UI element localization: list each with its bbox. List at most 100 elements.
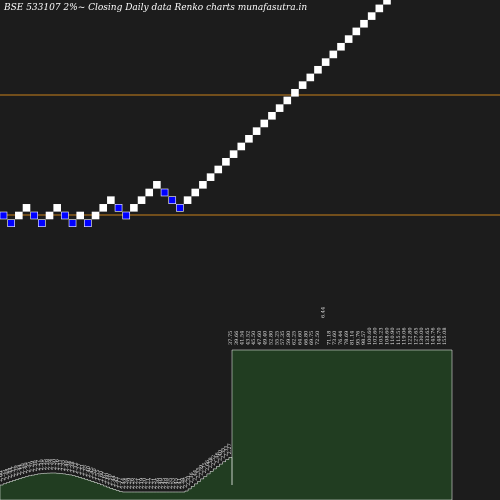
renko-brick-down	[0, 211, 8, 220]
volume-label: 2.66	[205, 460, 211, 471]
volume-label: 2.31	[58, 459, 64, 470]
volume-label: 2.34	[67, 461, 73, 472]
volume-label: 45.50	[251, 331, 257, 345]
renko-brick-up	[53, 204, 61, 212]
renko-brick-up	[130, 204, 138, 212]
volume-label: 2.35	[221, 448, 227, 459]
volume-label: 2.27	[149, 478, 155, 489]
renko-brick-up	[367, 12, 376, 20]
volume-label: 52.80	[269, 331, 275, 345]
volume-label: 122.80	[408, 328, 414, 346]
volume-label: 2.45	[161, 478, 167, 489]
volume-label: 2.31	[186, 475, 192, 486]
volume-label: 119.06	[402, 328, 408, 346]
volume-label: 62.25	[292, 331, 298, 345]
volume-label: 110.90	[390, 328, 396, 346]
volume-label: 2.50	[92, 468, 98, 479]
volume-label: 2.21	[145, 478, 151, 489]
volume-label: 2.48	[164, 478, 170, 489]
volume-label: 81.14	[350, 331, 356, 345]
renko-brick-up	[183, 196, 192, 204]
renko-brick-up	[222, 158, 230, 166]
renko-brick-down	[122, 211, 131, 220]
volume-label: 2.40	[64, 460, 70, 471]
volume-label: 2.50	[108, 474, 114, 485]
volume-label: 2.44	[17, 464, 23, 475]
volume-label: 2.29	[29, 461, 35, 472]
volume-label: 2.32	[73, 462, 79, 473]
renko-brick-down	[168, 196, 177, 204]
volume-label: 39.66	[234, 331, 240, 345]
volume-area	[0, 349, 453, 500]
volume-label: 2.30	[51, 459, 57, 470]
renko-brick-up	[337, 42, 345, 51]
volume-label: 2.27	[227, 443, 233, 454]
volume-label: 2.36	[155, 478, 161, 489]
volume-label: 2.35	[83, 465, 89, 476]
volume-label: 2.40	[23, 462, 29, 473]
volume-label: 2.30	[33, 460, 39, 471]
renko-brick-up	[268, 111, 276, 120]
volume-label: 2.55	[196, 467, 202, 478]
renko-brick-up	[252, 127, 261, 135]
renko-brick-up	[137, 196, 146, 204]
renko-brick-up	[206, 173, 215, 181]
renko-brick-up	[375, 4, 384, 13]
volume-label: 2.35	[61, 460, 67, 471]
volume-label: 2.55	[95, 469, 101, 480]
renko-brick-up	[360, 19, 368, 28]
volume-label: 2.27	[36, 460, 42, 471]
volume-label: 72.50	[315, 331, 321, 345]
volume-label: 2.34	[123, 478, 129, 489]
renko-brick-down	[68, 219, 77, 227]
volume-label: 2.50	[20, 463, 26, 474]
renko-brick-up	[321, 58, 330, 66]
renko-brick-up	[329, 50, 338, 59]
renko-brick-up	[283, 96, 292, 105]
renko-brick-up	[314, 65, 322, 74]
volume-label: 145.76	[431, 328, 437, 346]
renko-brick-up	[298, 81, 307, 89]
volume-label: 2.30	[39, 459, 45, 470]
renko-brick-down	[7, 219, 15, 227]
volume-label: 2.58	[208, 457, 214, 468]
volume-label: 2.46	[214, 452, 220, 463]
volume-label: 2.39	[14, 465, 20, 476]
volume-label: 2.44	[7, 467, 13, 478]
volume-label: 98.57	[361, 331, 367, 345]
renko-brick-down	[38, 219, 46, 227]
volume-label: 115.51	[396, 328, 402, 346]
volume-label: 2.44	[192, 470, 198, 481]
renko-brick-up	[76, 211, 84, 220]
volume-label: 2.38	[180, 478, 186, 489]
volume-label: 2.52	[211, 455, 217, 466]
volume-label: 2.31	[152, 478, 158, 489]
volume-label: 127.65	[413, 328, 419, 346]
renko-brick-up	[191, 188, 200, 197]
volume-label: 2.34	[48, 459, 54, 470]
volume-label: 95.76	[355, 331, 361, 345]
volume-label: 2.38	[45, 459, 51, 470]
volume-label: 2.20	[142, 478, 148, 489]
volume-label: 2.31	[224, 445, 230, 456]
renko-brick-up	[291, 88, 299, 97]
volume-label: 100.60	[367, 328, 373, 346]
renko-brick-up	[214, 165, 223, 174]
renko-brick-up	[45, 211, 54, 220]
renko-brick-up	[145, 188, 154, 197]
volume-label: 69.75	[309, 331, 315, 345]
volume-label: 47.60	[257, 331, 263, 345]
volume-label: 2.41	[177, 478, 183, 489]
volume-label: 59.80	[286, 331, 292, 345]
volume-label: 2.38	[70, 461, 76, 472]
renko-brick-down	[84, 219, 92, 227]
volume-label: 2.27	[76, 463, 82, 474]
volume-label: 43.52	[245, 331, 251, 345]
volume-label: 2.37	[11, 466, 17, 477]
renko-brick-up	[275, 104, 284, 112]
volume-label: 2.40	[218, 450, 224, 461]
volume-label: 2.60	[0, 471, 4, 482]
volume-label: 133.65	[425, 328, 431, 346]
volume-label: 6.44	[321, 307, 327, 318]
volume-label: 2.37	[117, 477, 123, 488]
